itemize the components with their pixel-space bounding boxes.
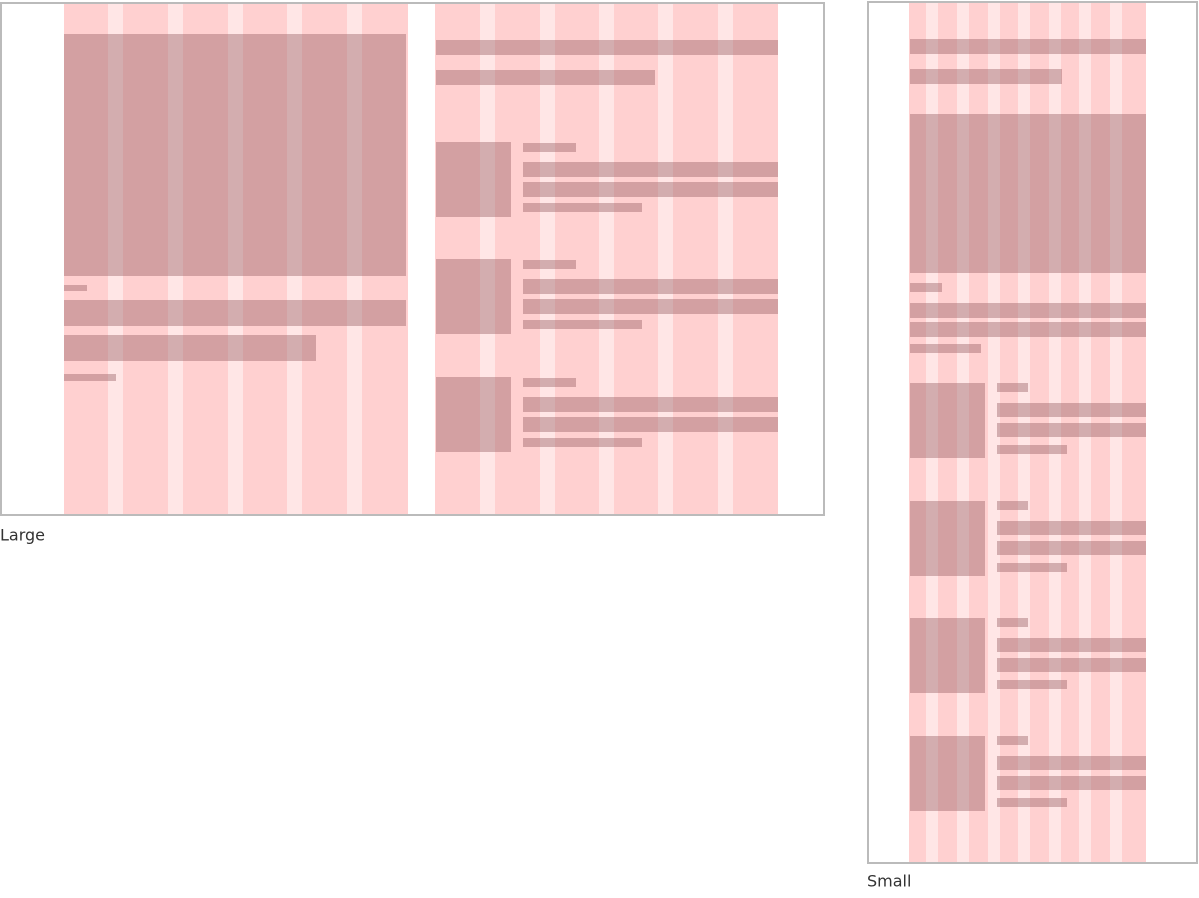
gutter bbox=[1079, 2, 1091, 863]
gutter bbox=[1049, 2, 1061, 863]
gutter bbox=[168, 3, 183, 515]
placeholder-bar bbox=[997, 403, 1146, 417]
placeholder-bar bbox=[523, 438, 642, 447]
gutter bbox=[988, 2, 1000, 863]
placeholder-bar bbox=[523, 417, 778, 432]
placeholder-bar bbox=[523, 279, 778, 294]
placeholder-bar bbox=[64, 335, 316, 361]
thumbnail bbox=[436, 142, 511, 217]
placeholder-bar bbox=[997, 776, 1146, 790]
frame-border bbox=[0, 2, 825, 516]
frame-border bbox=[867, 1, 1198, 864]
placeholder-bar bbox=[997, 445, 1067, 454]
placeholder-bar bbox=[64, 374, 116, 381]
placeholder-bar bbox=[523, 299, 778, 314]
placeholder-bar bbox=[910, 322, 1146, 337]
placeholder-bar bbox=[523, 203, 642, 212]
placeholder-bar bbox=[997, 501, 1028, 510]
placeholder-bar bbox=[910, 39, 1146, 54]
gutter bbox=[228, 3, 243, 515]
gutter bbox=[347, 3, 362, 515]
placeholder-bar bbox=[523, 378, 576, 387]
placeholder-bar bbox=[997, 798, 1067, 807]
placeholder-bar bbox=[523, 143, 576, 152]
thumbnail bbox=[910, 383, 985, 458]
placeholder-bar bbox=[523, 397, 778, 412]
placeholder-bar bbox=[997, 658, 1146, 672]
placeholder-bar bbox=[64, 285, 87, 291]
gutter bbox=[957, 2, 969, 863]
gutter bbox=[1110, 2, 1122, 863]
frame-label: Small bbox=[867, 872, 911, 891]
placeholder-bar bbox=[997, 383, 1028, 392]
placeholder-bar bbox=[523, 320, 642, 329]
placeholder-bar bbox=[523, 162, 778, 177]
placeholder-bar bbox=[910, 69, 1062, 84]
gutter bbox=[658, 3, 673, 515]
placeholder-bar bbox=[997, 618, 1028, 627]
placeholder-bar bbox=[910, 283, 942, 292]
gutter bbox=[287, 3, 302, 515]
hero-image bbox=[910, 114, 1146, 273]
placeholder-bar bbox=[997, 638, 1146, 652]
placeholder-bar bbox=[523, 260, 576, 269]
placeholder-bar bbox=[997, 521, 1146, 535]
gutter bbox=[926, 2, 938, 863]
gutter bbox=[1018, 2, 1030, 863]
placeholder-bar bbox=[997, 541, 1146, 555]
hero-image bbox=[64, 34, 406, 276]
gutter bbox=[480, 3, 495, 515]
placeholder-bar bbox=[997, 423, 1146, 437]
placeholder-bar bbox=[997, 756, 1146, 770]
gutter bbox=[718, 3, 733, 515]
thumbnail bbox=[910, 736, 985, 811]
placeholder-bar bbox=[910, 303, 1146, 318]
placeholder-bar bbox=[523, 182, 778, 197]
placeholder-bar bbox=[997, 680, 1067, 689]
placeholder-bar bbox=[997, 736, 1028, 745]
placeholder-bar bbox=[436, 40, 778, 55]
thumbnail bbox=[910, 618, 985, 693]
thumbnail bbox=[436, 259, 511, 334]
gutter bbox=[540, 3, 555, 515]
gutter bbox=[599, 3, 614, 515]
placeholder-bar bbox=[64, 300, 406, 326]
thumbnail bbox=[910, 501, 985, 576]
thumbnail bbox=[436, 377, 511, 452]
placeholder-bar bbox=[997, 563, 1067, 572]
placeholder-bar bbox=[436, 70, 655, 85]
placeholder-bar bbox=[910, 344, 981, 353]
gutter bbox=[108, 3, 123, 515]
frame-label: Large bbox=[0, 526, 45, 545]
